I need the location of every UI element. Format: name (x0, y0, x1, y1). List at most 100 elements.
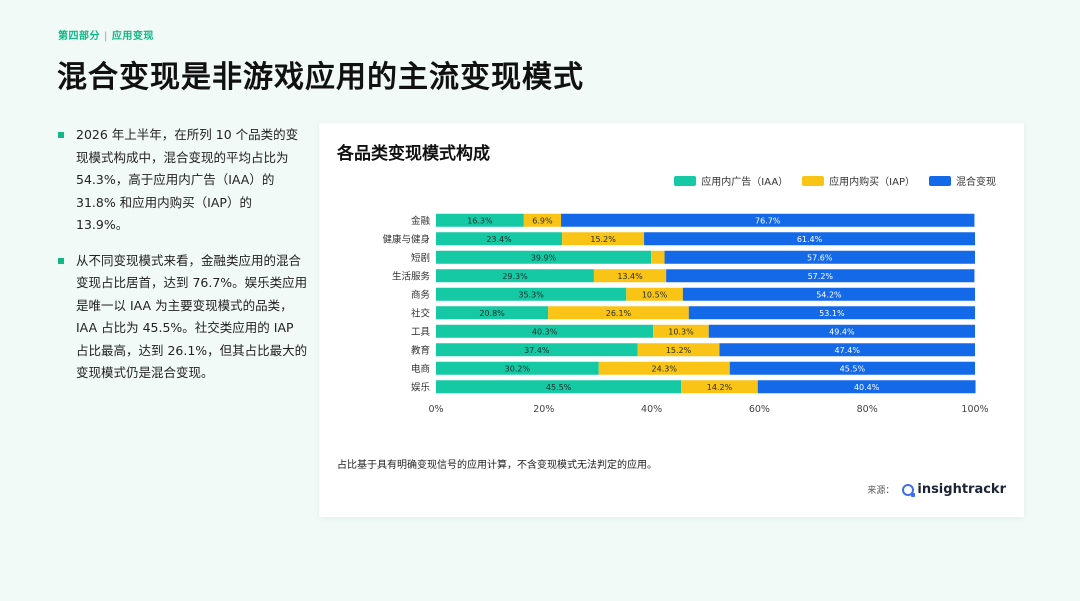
data-label: 39.9% (531, 253, 557, 262)
bar-segment (666, 269, 975, 283)
chart-footnote: 占比基于具有明确变现信号的应用计算，不含变现模式无法判定的应用。 (337, 460, 657, 471)
data-label: 14.2% (707, 383, 733, 392)
bar-segment (436, 343, 638, 357)
bar-segment (688, 306, 975, 320)
bar-segment (598, 361, 730, 375)
stacked-bar-chart: 金融 16.3% 6.9% 76.7% 健康与健身 23.4% 15.2% 61.4% 短剧 39… (382, 213, 989, 415)
bar-segment (626, 287, 683, 301)
bar-segment (436, 232, 563, 246)
x-tick-label: 0% (428, 404, 443, 415)
bar-segment (682, 287, 975, 301)
category-label: 娱乐 (411, 381, 431, 393)
page-title: 混合变现是非游戏应用的主流变现模式 (57, 60, 584, 95)
bullet-text: 从不同变现模式来看，金融类应用的混合变现占比居首，达到 76.7%。娱乐类应用是… (76, 252, 308, 381)
bar-segment (653, 324, 709, 338)
category-label: 金融 (411, 215, 431, 227)
legend-label: 应用内广告（IAA） (701, 177, 789, 188)
bullet-marker (58, 257, 64, 264)
data-label: 26.1% (606, 309, 632, 318)
bar-segment (436, 213, 524, 227)
legend-swatch (802, 175, 825, 186)
bar-segment (757, 380, 976, 394)
bar-segment (436, 250, 652, 264)
section-separator: | (104, 31, 108, 42)
legend-item-hybrid: 混合变现 (929, 173, 996, 188)
legend-item-iaa: 应用内广告（IAA） (674, 173, 788, 188)
data-label: 15.2% (666, 346, 692, 355)
data-label: 10.5% (642, 290, 668, 299)
data-label: 20.8% (479, 309, 505, 318)
bar-segment (644, 232, 975, 246)
data-label: 53.1% (819, 309, 845, 318)
brand-logo: insightrackr (902, 482, 1006, 497)
data-label: 45.5% (546, 383, 572, 392)
section-tag: 第四部分 | 应用变现 (58, 27, 154, 42)
category-label: 工具 (411, 327, 431, 338)
section-label: 第四部分 (58, 31, 100, 42)
brand-name: insightrackr (917, 482, 1006, 497)
category-label: 商务 (411, 289, 431, 301)
data-label: 37.4% (524, 346, 550, 355)
x-tick-label: 20% (533, 404, 554, 415)
data-label: 10.3% (668, 327, 694, 336)
data-label: 61.4% (797, 235, 823, 244)
bar-segment (593, 269, 667, 283)
data-label: 6.9% (532, 216, 553, 225)
chart-legend: 应用内广告（IAA） 应用内购买（IAP） 混合变现 (674, 173, 996, 188)
bullet-list: 2026 年上半年，在所列 10 个品类的变现模式构成中，混合变现的平均占比为 … (58, 124, 308, 398)
category-label: 健康与健身 (382, 233, 430, 245)
x-tick-label: 60% (749, 404, 770, 415)
legend-label: 应用内购买（IAP） (829, 177, 915, 188)
data-label: 40.4% (854, 383, 880, 392)
x-tick-label: 100% (961, 404, 988, 415)
chart-title: 各品类变现模式构成 (337, 144, 490, 164)
bar-segment (651, 250, 665, 264)
data-label: 54.2% (816, 290, 842, 299)
bar-segment (664, 250, 975, 264)
data-label: 15.2% (590, 235, 616, 244)
data-label: 57.2% (808, 272, 834, 281)
data-label: 24.3% (652, 364, 678, 373)
source-label: 来源： (867, 486, 895, 496)
data-label: 29.3% (502, 272, 528, 281)
bar-segment (436, 287, 627, 301)
bar-segment (436, 269, 594, 283)
data-label: 13.4% (617, 272, 643, 281)
category-label: 短剧 (411, 252, 430, 264)
category-label: 教育 (411, 344, 430, 356)
bar-segment (436, 324, 654, 338)
subsection-label: 应用变现 (111, 31, 154, 42)
bullet-item: 2026 年上半年，在所列 10 个品类的变现模式构成中，混合变现的平均占比为 … (58, 124, 308, 237)
data-label: 57.6% (807, 253, 833, 262)
brand-icon (902, 483, 916, 497)
legend-swatch (929, 175, 951, 186)
data-label: 40.3% (532, 327, 558, 336)
legend-label: 混合变现 (956, 177, 996, 188)
data-label: 76.7% (755, 216, 781, 225)
bar-segment (729, 361, 975, 375)
data-label: 30.2% (505, 364, 531, 373)
bar-segment (719, 343, 975, 357)
category-label: 电商 (411, 363, 430, 375)
bar-segment (548, 306, 689, 320)
x-tick-label: 80% (857, 404, 878, 415)
bullet-item: 从不同变现模式来看，金融类应用的混合变现占比居首，达到 76.7%。娱乐类应用是… (58, 250, 308, 385)
data-label: 23.4% (486, 235, 512, 244)
bar-segment (561, 213, 975, 227)
bar-segment (436, 380, 682, 394)
bullet-marker (58, 132, 64, 138)
legend-item-iap: 应用内购买（IAP） (802, 173, 915, 188)
data-label: 47.4% (835, 346, 861, 355)
bar-segment (523, 213, 562, 227)
data-label: 35.3% (518, 290, 544, 299)
bar-segment (637, 343, 720, 357)
bullet-text: 2026 年上半年，在所列 10 个品类的变现模式构成中，混合变现的平均占比为 … (76, 127, 299, 232)
category-label: 生活服务 (392, 270, 431, 282)
data-label: 45.5% (840, 364, 866, 373)
bar-segment (708, 324, 975, 338)
x-tick-label: 40% (641, 404, 662, 415)
data-label: 16.3% (467, 216, 493, 225)
chart-card: 各品类变现模式构成 应用内广告（IAA） 应用内购买（IAP） 混合变现 金融 1… (319, 123, 1024, 517)
bar-segment (562, 232, 645, 246)
bar-segment (436, 306, 549, 320)
